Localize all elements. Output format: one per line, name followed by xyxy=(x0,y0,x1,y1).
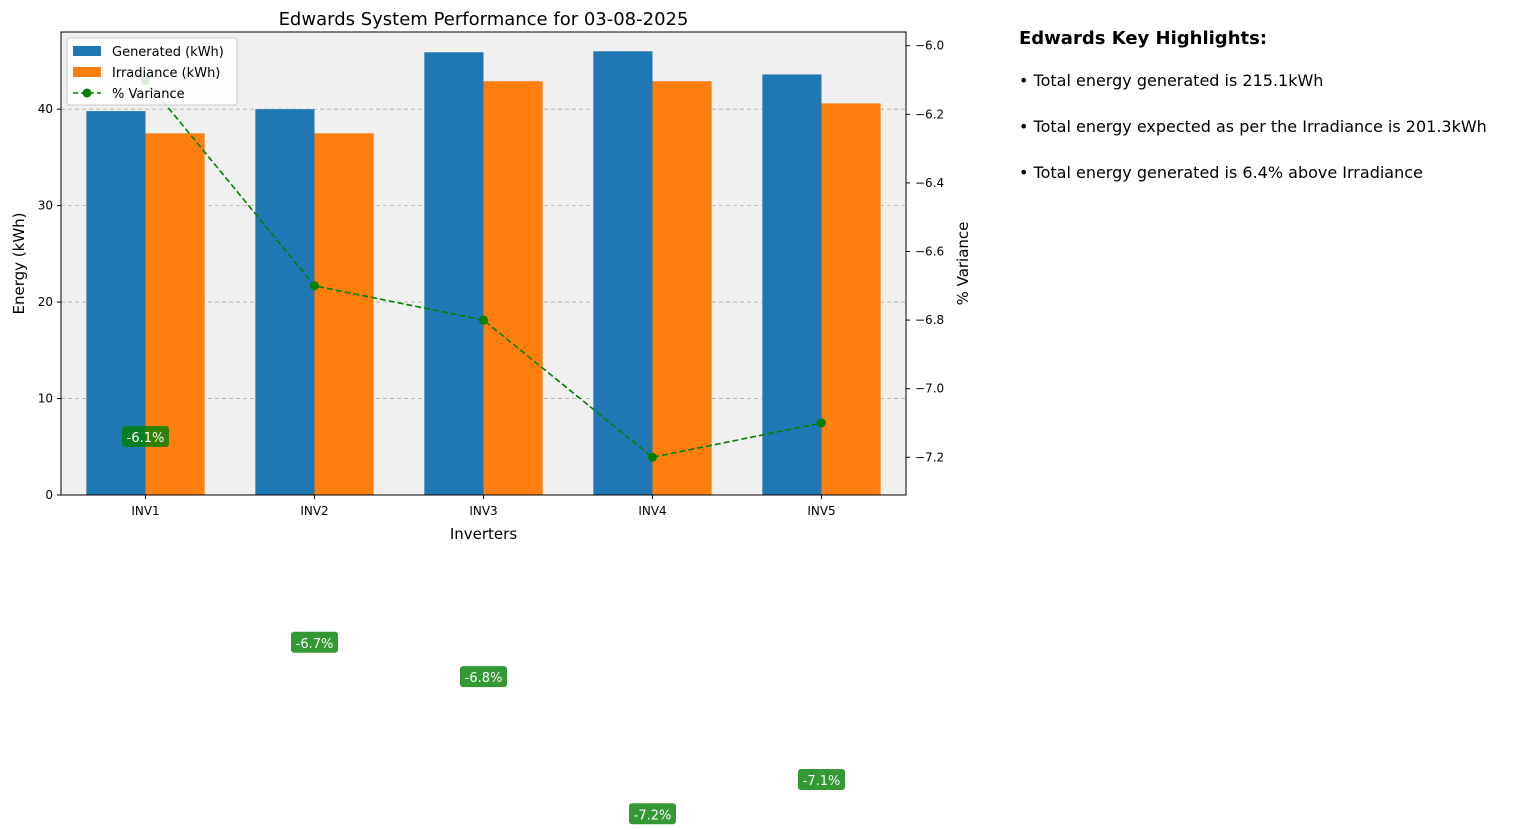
variance-data-label-box xyxy=(291,631,338,653)
variance-point xyxy=(648,452,657,462)
y-tick-label: 20 xyxy=(38,295,53,309)
y2-tick-label: −6.4 xyxy=(915,176,944,190)
x-tick-label: INV4 xyxy=(638,504,666,518)
y2-tick-label: −6.2 xyxy=(915,107,944,121)
bar-irradiance xyxy=(821,103,881,496)
legend-marker-variance xyxy=(82,88,92,98)
x-tick-label: INV3 xyxy=(469,504,497,518)
highlight-variance-summary: • Total energy generated is 6.4% above I… xyxy=(1019,163,1423,182)
bar-generated xyxy=(424,52,484,495)
performance-chart: 0 10 20 30 40 INV1 INV2 INV3 INV4 INV5 −6.0 −6.2 −6.… xyxy=(10,9,972,825)
variance-data-label: -6.7% xyxy=(296,637,334,652)
variance-data-label-box xyxy=(629,803,676,825)
legend-label-variance: % Variance xyxy=(112,87,185,102)
y2-tick-label: −7.0 xyxy=(915,382,944,396)
plot-frame xyxy=(60,31,907,496)
variance-point xyxy=(479,315,488,325)
x-tick-label: INV5 xyxy=(807,504,835,518)
y-tick-label: 30 xyxy=(38,199,53,213)
highlight-total-expected: • Total energy expected as per the Irrad… xyxy=(1019,117,1487,136)
y2-axis-label: % Variance xyxy=(954,222,972,306)
legend-swatch-irradiance xyxy=(73,67,101,77)
variance-point xyxy=(817,418,826,428)
variance-data-label-box xyxy=(460,666,507,688)
legend-swatch-generated xyxy=(73,46,101,56)
x-tick-label: INV1 xyxy=(131,504,159,518)
y-tick-label: 40 xyxy=(38,102,53,116)
bar-irradiance xyxy=(314,133,374,495)
y-tick-label: 0 xyxy=(45,488,53,502)
variance-line xyxy=(144,79,822,459)
x-tick-label: INV2 xyxy=(300,504,328,518)
legend-label-generated: Generated (kWh) xyxy=(112,45,224,60)
chart-title: Edwards System Performance for 03-08-202… xyxy=(279,9,689,30)
y2-tick-label: −7.2 xyxy=(915,450,944,464)
y2-tick-label: −6.0 xyxy=(915,39,944,53)
variance-data-label-box xyxy=(798,768,845,790)
y-axis-label: Energy (kWh) xyxy=(10,212,28,314)
bar-generated xyxy=(593,51,653,496)
variance-data-label-box xyxy=(122,426,169,448)
bar-irradiance xyxy=(483,81,543,495)
highlight-total-generated: • Total energy generated is 215.1kWh xyxy=(1019,71,1324,90)
variance-data-label: -7.1% xyxy=(803,774,841,789)
x-axis-label: Inverters xyxy=(450,525,517,543)
variance-data-label: -7.2% xyxy=(634,808,672,823)
bar-irradiance xyxy=(652,81,712,495)
variance-data-label: -6.1% xyxy=(127,431,165,446)
bar-generated xyxy=(762,74,822,496)
key-highlights-panel: Edwards Key Highlights: • Total energy g… xyxy=(1019,28,1509,209)
variance-point xyxy=(310,281,319,291)
y2-tick-label: −6.6 xyxy=(915,244,944,258)
bar-generated xyxy=(255,109,315,496)
legend-label-irradiance: Irradiance (kWh) xyxy=(112,66,220,81)
y-tick-label: 10 xyxy=(38,392,53,406)
variance-data-label: -6.8% xyxy=(465,671,503,686)
legend-box xyxy=(66,37,238,106)
highlights-title: Edwards Key Highlights: xyxy=(1019,28,1268,49)
y2-tick-label: −6.8 xyxy=(915,313,944,327)
